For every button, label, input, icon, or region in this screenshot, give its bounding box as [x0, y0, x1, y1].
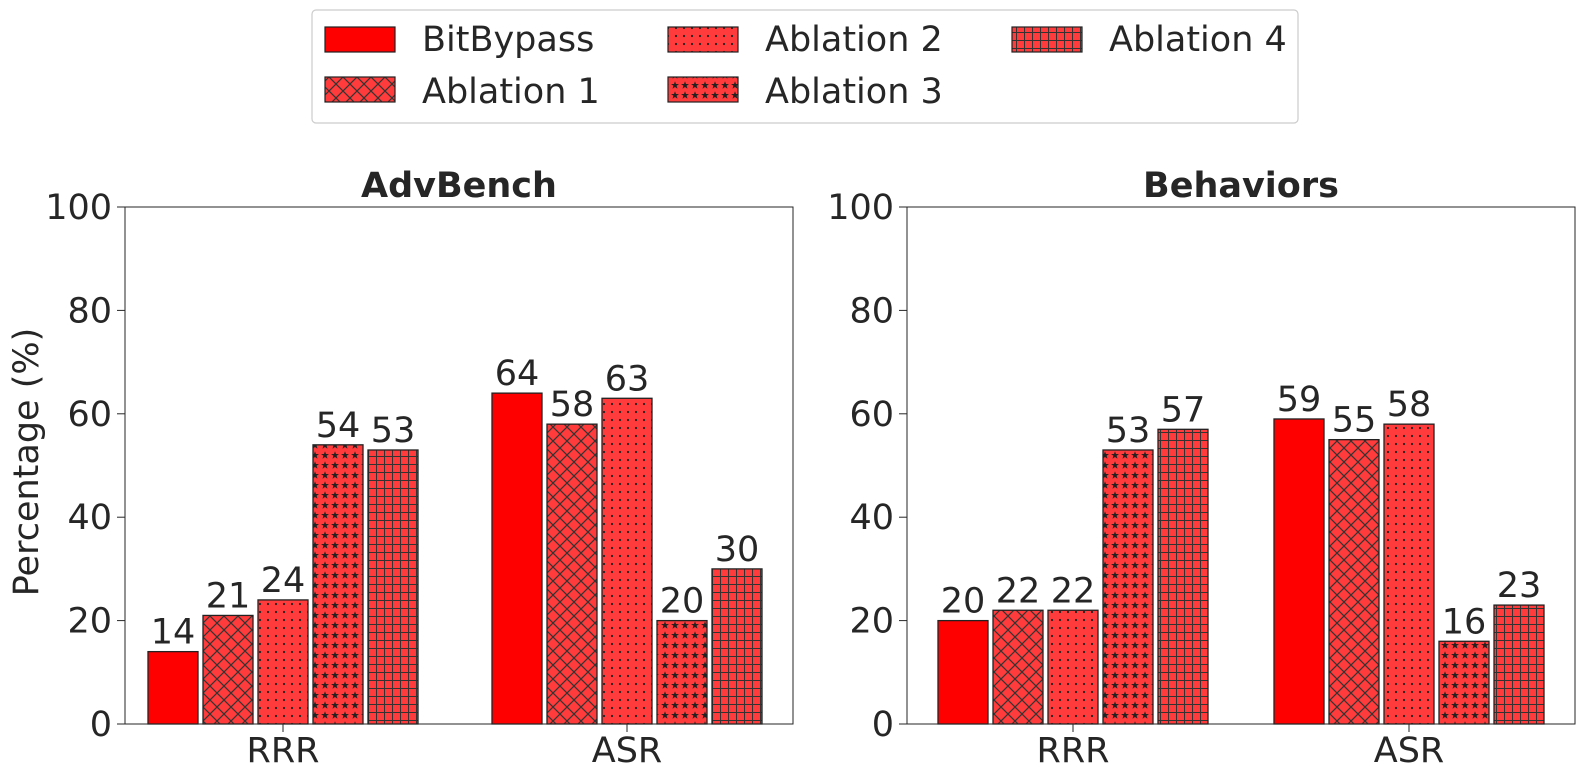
- legend: BitBypass Ablation 1 Ablation 2 Ablation…: [311, 9, 1299, 124]
- bar-behaviors-rrr-bitbypass: [937, 619, 989, 725]
- legend-swatch-bitbypass: [324, 26, 396, 53]
- legend-swatch-ablation-1: [324, 76, 396, 103]
- data-label-behaviors-asr-ablation-4: 23: [1497, 566, 1542, 606]
- x-tick-label-behaviors-rrr: RRR: [1037, 731, 1110, 771]
- y-tick-label-advbench-20: 20: [67, 602, 112, 642]
- legend-label-ablation-4: Ablation 4: [1109, 20, 1287, 60]
- bar-behaviors-asr-ablation-3: [1438, 640, 1490, 725]
- data-label-advbench-rrr-ablation-2: 24: [261, 561, 306, 601]
- x-ticks-behaviors: RRR ASR: [1037, 724, 1444, 771]
- bar-advbench-asr-ablation-3: [656, 619, 708, 725]
- bar-advbench-asr-bitbypass: [491, 392, 543, 725]
- y-tick-label-advbench-0: 0: [90, 705, 112, 745]
- legend-label-ablation-2: Ablation 2: [765, 20, 943, 60]
- y-tick-label-behaviors-20: 20: [849, 602, 894, 642]
- data-label-advbench-rrr-ablation-3: 54: [316, 406, 361, 446]
- legend-entry-ablation-2: Ablation 2: [667, 20, 943, 60]
- bar-advbench-asr-ablation-2: [601, 397, 653, 725]
- bar-advbench-rrr-bitbypass: [147, 650, 199, 725]
- y-ticks-behaviors: 0 20 40 60 80 100: [827, 188, 907, 745]
- bar-behaviors-asr-ablation-2: [1383, 423, 1435, 725]
- bar-behaviors-rrr-ablation-4: [1157, 428, 1209, 725]
- panel-title-behaviors: Behaviors: [1143, 166, 1339, 206]
- data-label-advbench-rrr-ablation-1: 21: [206, 576, 251, 616]
- y-ticks-advbench: 0 20 40 60 80 100: [45, 188, 125, 745]
- data-label-behaviors-rrr-bitbypass: 20: [941, 582, 986, 622]
- y-tick-label-advbench-40: 40: [67, 498, 112, 538]
- y-tick-label-behaviors-100: 100: [827, 188, 894, 228]
- legend-swatch-ablation-3: [667, 76, 739, 103]
- legend-entry-ablation-1: Ablation 1: [324, 72, 600, 112]
- legend-label-ablation-1: Ablation 1: [422, 72, 600, 112]
- data-label-behaviors-rrr-ablation-3: 53: [1106, 411, 1151, 451]
- bar-behaviors-asr-ablation-1: [1328, 438, 1380, 725]
- bar-behaviors-asr-ablation-4: [1493, 604, 1545, 725]
- y-tick-label-behaviors-60: 60: [849, 395, 894, 435]
- y-tick-label-behaviors-40: 40: [849, 498, 894, 538]
- x-tick-label-advbench-asr: ASR: [592, 731, 662, 771]
- bar-advbench-asr-ablation-1: [546, 423, 598, 725]
- legend-label-ablation-3: Ablation 3: [765, 72, 943, 112]
- y-axis-label: Percentage (%): [7, 328, 47, 597]
- data-label-behaviors-asr-ablation-1: 55: [1332, 401, 1377, 441]
- bar-advbench-asr-ablation-4: [711, 568, 763, 725]
- data-label-behaviors-asr-ablation-2: 58: [1387, 385, 1432, 425]
- data-label-behaviors-rrr-ablation-4: 57: [1161, 390, 1206, 430]
- legend-entry-ablation-3: Ablation 3: [667, 72, 943, 112]
- legend-swatch-ablation-4: [1011, 26, 1083, 53]
- bar-advbench-rrr-ablation-1: [202, 614, 254, 725]
- panel-title-advbench: AdvBench: [361, 166, 557, 206]
- y-tick-label-advbench-80: 80: [67, 291, 112, 331]
- legend-entry-ablation-4: Ablation 4: [1011, 20, 1287, 60]
- bar-advbench-rrr-ablation-3: [312, 444, 364, 725]
- legend-swatch-ablation-2: [667, 26, 739, 53]
- bar-advbench-rrr-ablation-4: [367, 449, 419, 725]
- data-label-advbench-asr-bitbypass: 64: [495, 354, 540, 394]
- data-label-advbench-asr-ablation-2: 63: [605, 359, 650, 399]
- data-label-advbench-rrr-bitbypass: 14: [151, 613, 196, 653]
- bar-behaviors-rrr-ablation-2: [1047, 609, 1099, 725]
- data-label-advbench-asr-ablation-3: 20: [660, 582, 705, 622]
- bar-advbench-rrr-ablation-2: [257, 599, 309, 725]
- data-label-behaviors-rrr-ablation-1: 22: [996, 571, 1041, 611]
- y-tick-label-behaviors-0: 0: [872, 705, 894, 745]
- legend-label-bitbypass: BitBypass: [422, 20, 594, 60]
- x-ticks-advbench: RRR ASR: [247, 724, 662, 771]
- bar-behaviors-asr-bitbypass: [1273, 418, 1325, 725]
- bar-behaviors-rrr-ablation-1: [992, 609, 1044, 725]
- legend-entry-bitbypass: BitBypass: [324, 20, 594, 60]
- plot-frame-behaviors: [906, 206, 1576, 725]
- y-tick-label-advbench-100: 100: [45, 188, 112, 228]
- data-label-behaviors-asr-bitbypass: 59: [1277, 380, 1322, 420]
- data-label-behaviors-asr-ablation-3: 16: [1442, 602, 1487, 642]
- data-label-behaviors-rrr-ablation-2: 22: [1051, 571, 1096, 611]
- y-tick-label-behaviors-80: 80: [849, 291, 894, 331]
- y-tick-label-advbench-60: 60: [67, 395, 112, 435]
- x-tick-label-advbench-rrr: RRR: [247, 731, 320, 771]
- data-label-advbench-asr-ablation-4: 30: [715, 530, 760, 570]
- x-tick-label-behaviors-asr: ASR: [1374, 731, 1444, 771]
- data-label-advbench-asr-ablation-1: 58: [550, 385, 595, 425]
- bar-behaviors-rrr-ablation-3: [1102, 449, 1154, 725]
- plot-frame-advbench: [124, 206, 794, 725]
- data-label-advbench-rrr-ablation-4: 53: [371, 411, 416, 451]
